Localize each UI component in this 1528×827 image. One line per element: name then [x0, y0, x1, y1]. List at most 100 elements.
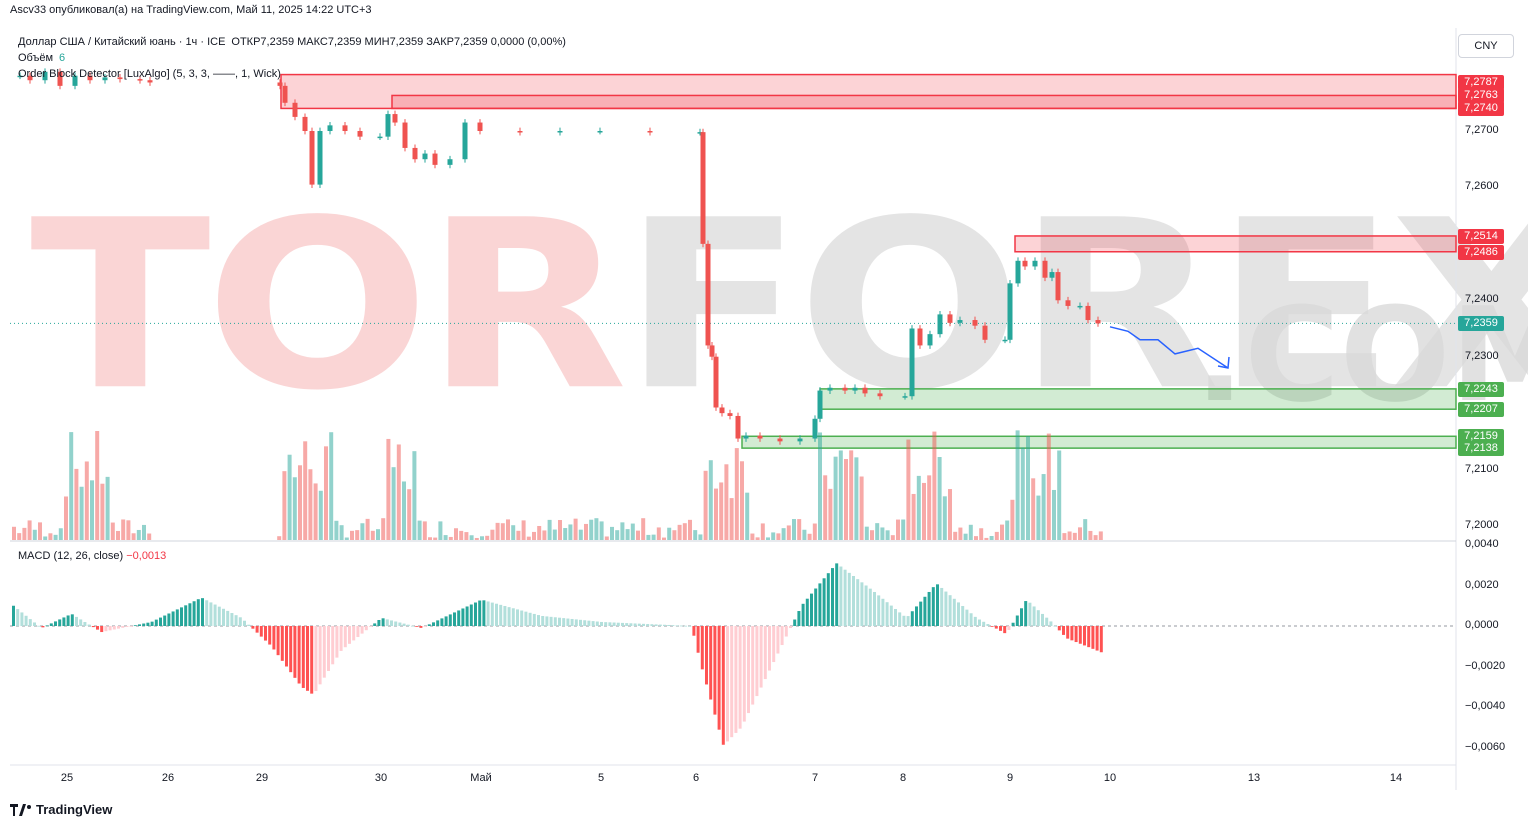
macd-histogram-bar — [973, 616, 977, 626]
macd-histogram-bar — [448, 614, 452, 626]
volume-bar — [402, 481, 406, 540]
macd-histogram-bar — [264, 626, 267, 641]
order-block-bearish-1 — [280, 73, 1457, 110]
tradingview-logo[interactable]: TradingView — [10, 802, 112, 817]
macd-histogram-bar — [730, 626, 734, 738]
price-axis-label: 7,2000 — [1465, 519, 1499, 531]
macd-histogram-bar — [835, 563, 839, 626]
macd-histogram-bar — [663, 624, 666, 626]
candle-body — [392, 114, 398, 123]
candle-body — [422, 153, 428, 160]
macd-histogram-bar — [499, 604, 503, 626]
macd-histogram-bar — [322, 626, 326, 678]
candle-body — [1042, 260, 1048, 278]
volume-bar — [516, 530, 521, 540]
currency-button[interactable]: CNY — [1458, 34, 1514, 58]
macd-histogram-bar — [696, 626, 700, 653]
macd-histogram-bar — [234, 615, 238, 626]
publish-info: Ascv33 опубликовал(а) на TradingView.com… — [10, 4, 372, 16]
order-block-bearish-2 — [391, 94, 1457, 110]
price-axis-label: 7,2400 — [1465, 293, 1499, 306]
volume-bar — [693, 530, 698, 540]
macd-histogram-bar — [222, 608, 225, 626]
volume-bar — [849, 450, 854, 540]
candle-body — [1065, 300, 1071, 306]
macd-histogram-bar — [33, 622, 36, 626]
macd-axis-label: −0,0020 — [1465, 659, 1506, 672]
macd-histogram-bar — [948, 595, 952, 626]
volume-bar — [927, 475, 932, 540]
volume-bar — [74, 468, 79, 540]
volume-bar — [875, 523, 880, 540]
candle-body — [982, 325, 988, 340]
volume-bar — [521, 520, 526, 540]
volume-bar — [573, 518, 578, 540]
volume-bar — [1041, 474, 1046, 540]
volume-bar — [64, 496, 68, 540]
candle-body — [42, 71, 48, 81]
candle-body — [827, 387, 833, 391]
macd-histogram-bar — [726, 626, 729, 742]
macd-histogram-bar — [532, 613, 536, 626]
macd-histogram-bar — [117, 626, 120, 629]
symbol-title[interactable]: Доллар США / Китайский юань · 1ч · ICE — [18, 36, 226, 48]
time-axis-label: 30 — [374, 772, 388, 784]
volume-value: 6 — [59, 52, 66, 64]
volume-bar — [781, 528, 786, 540]
macd-histogram-bar — [583, 620, 587, 626]
macd-histogram-bar — [637, 623, 641, 626]
macd-histogram-bar — [545, 616, 549, 626]
price-axis-label: 7,2100 — [1465, 462, 1499, 475]
macd-histogram-bar — [574, 619, 578, 626]
price-tag: 7,2486 — [1458, 244, 1504, 260]
volume-bar — [422, 521, 427, 540]
volume-bar — [1067, 531, 1072, 540]
volume-bar — [823, 475, 828, 540]
candle-body — [1002, 339, 1008, 342]
volume-bar — [610, 526, 614, 540]
macd-histogram-bar — [717, 626, 721, 730]
branding-text: TradingView — [36, 802, 113, 817]
macd-axis-label: −0,0060 — [1465, 740, 1506, 753]
macd-histogram-bar — [49, 623, 53, 626]
candle-body — [1085, 305, 1091, 321]
macd-histogram-bar — [667, 624, 671, 626]
volume-bar — [766, 537, 770, 540]
macd-histogram-bar — [990, 626, 994, 627]
volume-bar — [688, 519, 692, 540]
macd-histogram-bar — [566, 618, 570, 626]
macd-histogram-bar — [1057, 626, 1061, 631]
macd-histogram-bar — [629, 623, 633, 626]
candle-body — [517, 131, 523, 133]
tradingview-logo-icon — [10, 803, 31, 816]
macd-histogram-bar — [957, 602, 960, 626]
macd-histogram-bar — [402, 623, 406, 626]
macd-histogram-bar — [969, 613, 973, 626]
macd-histogram-bar — [642, 623, 645, 626]
macd-histogram-bar — [646, 624, 650, 626]
macd-histogram-bar — [356, 626, 360, 638]
volume-bar — [792, 519, 796, 540]
volume-bar — [448, 536, 453, 540]
candle-body — [902, 396, 908, 398]
volume-label[interactable]: Объём — [18, 52, 54, 64]
volume-bar — [396, 444, 401, 540]
candle-body — [777, 438, 783, 442]
macd-histogram-bar — [45, 625, 49, 627]
volume-bar — [786, 525, 791, 540]
macd-histogram-bar — [553, 617, 557, 626]
time-axis-label: 25 — [60, 772, 74, 784]
macd-histogram-bar — [37, 625, 41, 627]
indicator-label[interactable]: Order Block Detector [LuxAlgo] (5, 3, 3,… — [18, 68, 281, 80]
volume-bar — [339, 525, 344, 540]
macd-histogram-bar — [801, 603, 805, 626]
macd-histogram-bar — [289, 626, 293, 673]
candle-body — [302, 116, 308, 131]
volume-bar — [734, 448, 739, 540]
macd-label[interactable]: MACD (12, 26, close) — [18, 550, 124, 562]
volume-bar — [708, 460, 713, 540]
volume-bar — [563, 528, 568, 540]
macd-histogram-bar — [742, 626, 746, 722]
macd-histogram-bar — [184, 605, 188, 626]
